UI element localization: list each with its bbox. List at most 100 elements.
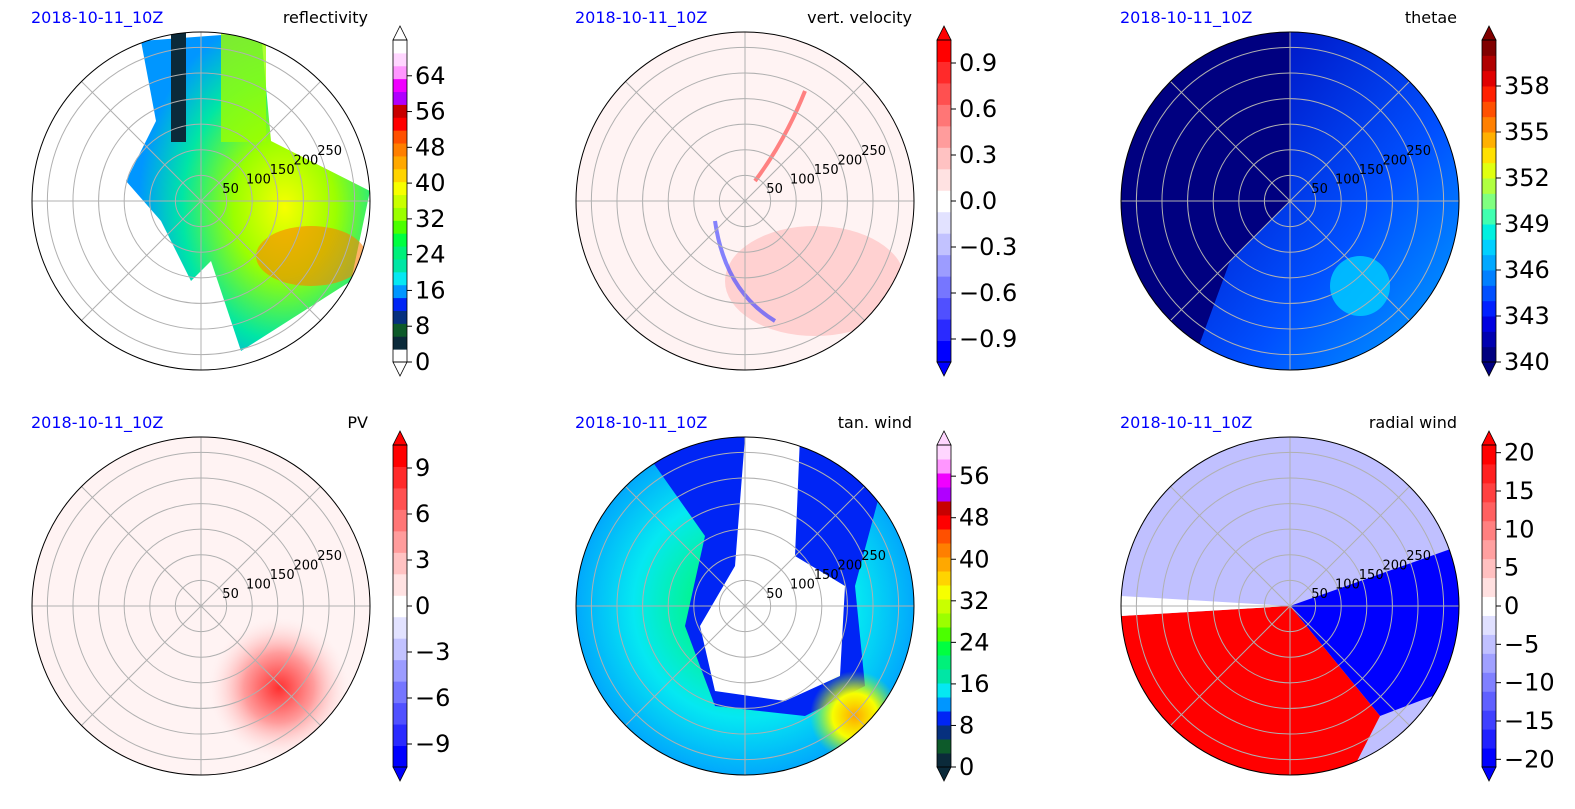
colorbar-segment xyxy=(1482,615,1496,635)
colorbar-segment xyxy=(1482,316,1496,332)
colorbar-tick-label: 9 xyxy=(415,454,430,482)
colorbar-tick-label: −0.9 xyxy=(959,325,1017,353)
colorbar-tick-label: 48 xyxy=(959,504,990,532)
colorbar-extend-min xyxy=(392,766,408,782)
ring-label: 150 xyxy=(1359,568,1384,583)
colorbar-segment xyxy=(1482,40,1496,56)
colorbar: −0.9 −0.6 −0.3 0.0 0.3 0.6 0.9 xyxy=(936,25,1017,377)
grid-spoke xyxy=(625,200,746,321)
colorbar-segment xyxy=(1482,672,1496,692)
grid-spoke xyxy=(81,200,202,321)
colorbar-segment xyxy=(937,254,951,277)
panel-date: 2018-10-11_10Z xyxy=(31,8,163,28)
panel-date: 2018-10-11_10Z xyxy=(575,8,707,28)
colorbar-extend-min xyxy=(936,766,952,782)
colorbar-segment xyxy=(393,246,407,260)
colorbar: −20 −15 −10 −5 0 5 10 15 20 xyxy=(1481,430,1555,782)
colorbar-segment xyxy=(393,349,407,363)
colorbar-segment xyxy=(937,297,951,320)
colorbar-extend-max xyxy=(392,25,408,41)
colorbar-tick-label: 48 xyxy=(415,133,446,161)
colorbar-segment xyxy=(1482,748,1496,768)
colorbar-extend-max xyxy=(1481,430,1497,446)
colorbar-segment xyxy=(937,61,951,84)
colorbar-tick-label: −0.6 xyxy=(959,279,1017,307)
colorbar-segment xyxy=(937,487,951,502)
colorbar-tick-label: −0.3 xyxy=(959,233,1017,261)
colorbar-segment xyxy=(393,194,407,208)
colorbar-segment xyxy=(1482,208,1496,225)
colorbar-segment xyxy=(1482,445,1496,465)
colorbar-segment xyxy=(937,340,951,363)
colorbar-segment xyxy=(937,669,951,684)
colorbar-segment xyxy=(937,459,951,474)
colorbar-tick-label: 16 xyxy=(415,276,446,304)
colorbar-tick-label: 0.9 xyxy=(959,49,997,77)
colorbar-segment xyxy=(393,207,407,221)
grid-spoke xyxy=(1170,81,1291,202)
colorbar-tick-label: 349 xyxy=(1504,210,1550,238)
grid-spoke xyxy=(744,486,865,607)
colorbar-tick-label: −6 xyxy=(415,684,450,712)
colorbar-tick-label: 15 xyxy=(1504,477,1535,505)
colorbar-segment xyxy=(937,319,951,342)
colorbar-segment xyxy=(393,271,407,286)
polar-frame xyxy=(31,436,371,776)
colorbar-frame xyxy=(1481,39,1497,363)
colorbar-segment xyxy=(393,168,407,183)
grid-spoke xyxy=(81,81,202,202)
ring-label: 150 xyxy=(1359,163,1384,178)
colorbar-segment xyxy=(393,310,407,324)
colorbar-segment xyxy=(937,683,951,698)
colorbar-segment xyxy=(393,724,407,747)
colorbar-segment xyxy=(1482,710,1496,730)
colorbar-tick-label: 0 xyxy=(415,592,430,620)
colorbar-segment xyxy=(1482,634,1496,654)
colorbar-segment xyxy=(1482,346,1496,363)
colorbar-extend-min xyxy=(1481,361,1497,377)
colorbar-segment xyxy=(393,40,407,54)
colorbar-segment xyxy=(937,125,951,148)
grid-spoke xyxy=(1170,605,1291,726)
colorbar-segment xyxy=(937,571,951,586)
colorbar-segment xyxy=(1482,178,1496,194)
grid-spoke xyxy=(625,81,746,202)
ring-label: 250 xyxy=(1406,549,1431,564)
panel-date: 2018-10-11_10Z xyxy=(575,413,707,433)
colorbar-tick-label: 56 xyxy=(415,98,446,126)
colorbar-segment xyxy=(393,659,407,682)
colorbar-tick-label: 0.6 xyxy=(959,95,997,123)
colorbar-tick-label: 40 xyxy=(959,545,990,573)
panel-date: 2018-10-11_10Z xyxy=(1120,413,1252,433)
colorbar-tick-label: 16 xyxy=(959,670,990,698)
colorbar-segment xyxy=(393,143,407,157)
ring-label: 150 xyxy=(270,568,295,583)
ring-label: 100 xyxy=(790,578,815,593)
colorbar-segment xyxy=(1482,193,1496,210)
colorbar-segment xyxy=(937,190,951,213)
data-field xyxy=(126,32,370,351)
colorbar-segment xyxy=(393,233,407,247)
ring-label: 50 xyxy=(222,587,239,602)
colorbar-segment xyxy=(937,104,951,127)
colorbar-segment xyxy=(1482,463,1496,484)
colorbar-tick-label: 10 xyxy=(1504,515,1535,543)
colorbar-extend-min xyxy=(392,361,408,377)
grid-spoke xyxy=(744,605,865,726)
panel-title: radial wind xyxy=(1369,413,1457,432)
colorbar-segment xyxy=(393,220,407,234)
colorbar-segment xyxy=(1482,520,1496,541)
grid-spoke xyxy=(81,605,202,726)
colorbar-segment xyxy=(937,641,951,656)
colorbar-segment xyxy=(1482,653,1496,673)
colorbar-tick-label: 32 xyxy=(415,205,446,233)
colorbar-segment xyxy=(937,82,951,105)
colorbar-segment xyxy=(937,543,951,558)
grid-spoke xyxy=(625,486,746,607)
polar-frame xyxy=(575,436,915,776)
colorbar-segment xyxy=(937,585,951,600)
colorbar-segment xyxy=(937,753,951,768)
